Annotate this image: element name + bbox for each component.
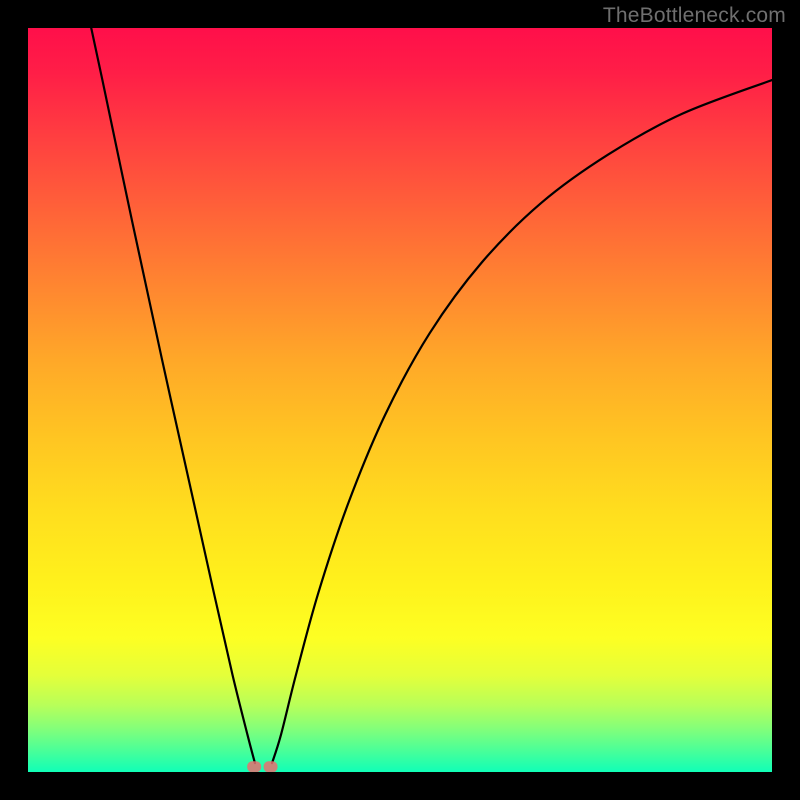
chart-frame: TheBottleneck.com xyxy=(0,0,800,800)
plot-area xyxy=(28,28,772,772)
gradient-background xyxy=(28,28,772,772)
watermark-text: TheBottleneck.com xyxy=(603,4,786,28)
minimum-marker xyxy=(264,761,278,772)
minimum-marker xyxy=(247,761,261,772)
plot-svg xyxy=(28,28,772,772)
